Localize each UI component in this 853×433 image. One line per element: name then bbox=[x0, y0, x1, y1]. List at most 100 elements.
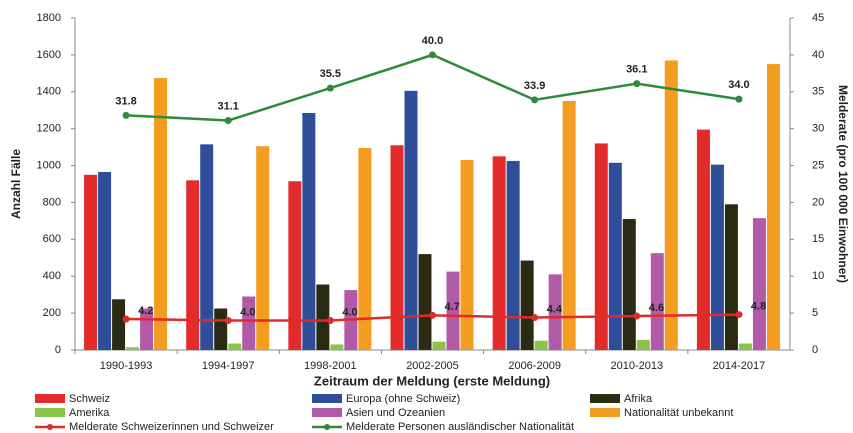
y-axis-title: Anzahl Fälle bbox=[9, 149, 23, 219]
bar bbox=[622, 219, 636, 350]
bar bbox=[432, 341, 446, 350]
legend-label: Nationalität unbekannt bbox=[624, 407, 733, 419]
y2-tick-label: 40 bbox=[812, 49, 824, 61]
data-label: 36.1 bbox=[626, 64, 647, 76]
data-label: 31.8 bbox=[115, 95, 136, 107]
y-tick-label: 200 bbox=[43, 307, 61, 319]
bar bbox=[460, 160, 474, 350]
y-tick-label: 800 bbox=[43, 196, 61, 208]
bar bbox=[256, 146, 270, 350]
legend-marker bbox=[324, 424, 330, 430]
bar bbox=[358, 148, 372, 350]
bar bbox=[752, 218, 766, 350]
bar bbox=[594, 143, 608, 350]
bar bbox=[534, 340, 548, 350]
bar bbox=[302, 112, 316, 350]
data-label: 40.0 bbox=[422, 35, 443, 47]
line-point bbox=[122, 315, 130, 323]
bar bbox=[766, 64, 780, 350]
bar bbox=[738, 343, 752, 350]
y2-tick-label: 10 bbox=[812, 270, 824, 282]
legend-swatch bbox=[312, 408, 342, 417]
x-tick-label: 1994-1997 bbox=[202, 360, 255, 372]
data-label: 4.0 bbox=[240, 306, 255, 318]
legend-swatch bbox=[35, 408, 65, 417]
bar bbox=[228, 343, 242, 350]
y-tick-label: 1600 bbox=[37, 49, 61, 61]
bar bbox=[562, 101, 576, 350]
y-tick-label: 600 bbox=[43, 233, 61, 245]
bar bbox=[506, 160, 520, 350]
line-point bbox=[224, 117, 232, 125]
y2-tick-label: 5 bbox=[812, 307, 818, 319]
x-tick-label: 1990-1993 bbox=[100, 360, 153, 372]
y2-tick-label: 15 bbox=[812, 233, 824, 245]
bar bbox=[390, 145, 404, 350]
data-label: 4.7 bbox=[445, 301, 460, 313]
y2-tick-label: 0 bbox=[812, 344, 818, 356]
y2-tick-label: 25 bbox=[812, 159, 824, 171]
bar bbox=[548, 274, 562, 350]
bar bbox=[330, 344, 344, 350]
legend-swatch bbox=[312, 394, 342, 403]
data-label: 33.9 bbox=[524, 80, 545, 92]
bar bbox=[98, 172, 112, 350]
legend-label: Schweiz bbox=[69, 393, 110, 405]
y-tick-label: 1800 bbox=[37, 12, 61, 24]
line-point bbox=[531, 314, 539, 322]
line-point bbox=[326, 84, 334, 92]
x-tick-label: 1998-2001 bbox=[304, 360, 357, 372]
line-point bbox=[326, 316, 334, 324]
data-label: 31.1 bbox=[218, 100, 239, 112]
line-point bbox=[735, 95, 743, 103]
legend-swatch bbox=[35, 394, 65, 403]
legend-label: Melderate Personen ausländischer Nationa… bbox=[346, 421, 574, 433]
bar bbox=[724, 204, 738, 350]
legend-marker bbox=[47, 424, 53, 430]
legend-label: Afrika bbox=[624, 393, 653, 405]
x-tick-label: 2010-2013 bbox=[610, 360, 663, 372]
data-label: 4.2 bbox=[138, 305, 153, 317]
y-tick-label: 0 bbox=[55, 344, 61, 356]
y2-tick-label: 35 bbox=[812, 86, 824, 98]
bar bbox=[650, 253, 664, 350]
bar bbox=[492, 156, 506, 350]
data-label: 34.0 bbox=[728, 79, 749, 91]
y-tick-label: 1000 bbox=[37, 159, 61, 171]
bar bbox=[154, 77, 168, 350]
bar bbox=[84, 174, 98, 350]
y2-axis-title: Melderate (pro 100 000 Einwohner) bbox=[836, 85, 850, 283]
bar bbox=[608, 162, 622, 350]
line-point bbox=[633, 80, 641, 88]
bar bbox=[696, 129, 710, 350]
data-label: 4.0 bbox=[342, 306, 357, 318]
bar bbox=[710, 164, 724, 350]
legend-label: Amerika bbox=[69, 407, 110, 419]
data-label: 35.5 bbox=[320, 68, 341, 80]
bar bbox=[186, 180, 200, 350]
y-tick-label: 1400 bbox=[37, 86, 61, 98]
data-label: 4.4 bbox=[547, 303, 563, 315]
line-point bbox=[429, 311, 436, 319]
y2-tick-label: 30 bbox=[812, 123, 824, 135]
line-point bbox=[531, 96, 539, 104]
legend-label: Melderate Schweizerinnen und Schweizer bbox=[69, 421, 274, 433]
y-tick-label: 400 bbox=[43, 270, 61, 282]
bar bbox=[214, 308, 228, 350]
data-label: 4.6 bbox=[649, 302, 664, 314]
x-tick-label: 2006-2009 bbox=[508, 360, 561, 372]
bar bbox=[242, 296, 256, 350]
x-tick-label: 2014-2017 bbox=[713, 360, 766, 372]
legend-label: Asien und Ozeanien bbox=[346, 407, 445, 419]
bar bbox=[418, 254, 432, 350]
line-point bbox=[735, 311, 743, 319]
line-point bbox=[633, 312, 641, 320]
data-label: 4.8 bbox=[751, 300, 766, 312]
bar bbox=[446, 271, 460, 350]
bar bbox=[112, 299, 126, 350]
x-axis-title: Zeitraum der Meldung (erste Meldung) bbox=[314, 373, 550, 388]
bar bbox=[200, 144, 214, 350]
x-tick-label: 2002-2005 bbox=[406, 360, 459, 372]
bar bbox=[664, 60, 678, 351]
